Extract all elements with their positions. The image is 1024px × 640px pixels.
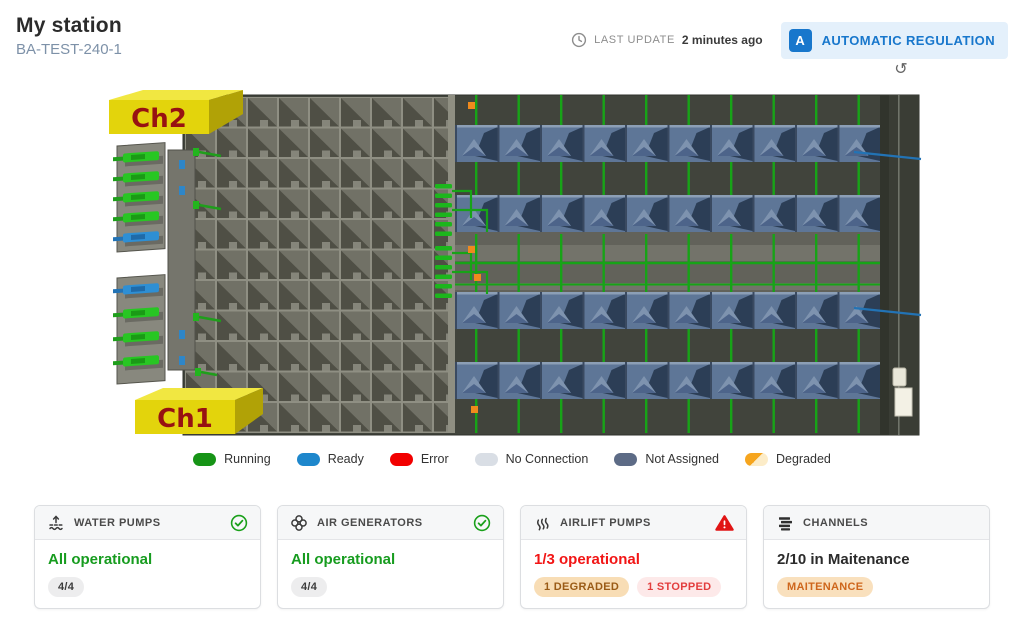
channel-ch1-block: Ch1 — [135, 388, 263, 434]
automatic-regulation-label: AUTOMATIC REGULATION — [821, 32, 995, 48]
degraded-markers — [468, 102, 481, 413]
outlet-area — [853, 95, 922, 435]
ready-swatch — [296, 452, 320, 466]
card-title: AIRLIFT PUMPS — [560, 516, 651, 529]
page-title: My station — [16, 14, 122, 37]
legend-item-no-connection: No Connection — [474, 452, 588, 466]
channel-top-label: Ch2 — [131, 104, 187, 134]
airlift-pump-icon — [533, 514, 551, 532]
status-text: All operational — [48, 551, 153, 568]
divider-wall — [448, 95, 455, 433]
card-title: WATER PUMPS — [74, 516, 161, 529]
warning-triangle-icon — [715, 514, 734, 532]
channels-card[interactable]: CHANNELS 2/10 in Maitenance MAITENANCE — [763, 505, 990, 609]
last-update-label: LAST UPDATE — [594, 34, 675, 46]
count-badge: 4/4 — [291, 577, 328, 597]
status-text: 2/10 in Maitenance — [777, 551, 910, 568]
air-generators-card[interactable]: AIR GENERATORS All operational 4/4 — [277, 505, 504, 609]
card-title: AIR GENERATORS — [317, 516, 423, 529]
clock-icon — [571, 32, 587, 48]
water-pump-icon — [47, 514, 65, 532]
airlift-pumps-card[interactable]: AIRLIFT PUMPS 1/3 operational 1 DEGRADED… — [520, 505, 747, 609]
last-update-value: 2 minutes ago — [681, 33, 763, 47]
degraded-swatch — [744, 452, 768, 466]
channel-bottom-label: Ch1 — [157, 404, 213, 434]
running-swatch — [193, 452, 217, 466]
no-connection-swatch — [474, 452, 498, 466]
degraded-badge: 1 DEGRADED — [534, 577, 630, 597]
status-text: 1/3 operational — [534, 551, 640, 568]
summary-cards: WATER PUMPS All operational 4/4 AIR GENE… — [34, 505, 990, 609]
manifold-top — [435, 184, 489, 236]
water-pumps-card[interactable]: WATER PUMPS All operational 4/4 — [34, 505, 261, 609]
air-generator-icon — [290, 514, 308, 532]
air-pipes — [455, 95, 880, 433]
reset-view-icon[interactable]: ↺ — [890, 58, 912, 80]
legend-item-degraded: Degraded — [744, 452, 831, 466]
legend-item-error: Error — [389, 452, 449, 466]
maintenance-badge: MAITENANCE — [777, 577, 874, 597]
card-title: CHANNELS — [803, 516, 869, 529]
stopped-badge: 1 STOPPED — [637, 577, 722, 597]
not-assigned-swatch — [614, 452, 638, 466]
wall-markers — [179, 148, 222, 377]
status-legend: Running Ready Error No Connection Not As… — [0, 452, 1024, 466]
tank-grid — [185, 97, 455, 433]
pump-panel-top — [113, 142, 166, 253]
channels-icon — [776, 514, 794, 532]
error-swatch — [389, 452, 413, 466]
station-id: BA-TEST-240-1 — [16, 41, 122, 58]
count-badge: 4/4 — [48, 577, 85, 597]
header: My station BA-TEST-240-1 — [16, 14, 122, 58]
station-3d-view[interactable]: Ch2 Ch1 — [97, 88, 927, 440]
pump-panel-bottom — [113, 274, 166, 385]
check-circle-icon — [473, 514, 491, 532]
check-circle-icon — [230, 514, 248, 532]
automatic-regulation-icon: A — [788, 28, 812, 52]
legend-item-running: Running — [193, 452, 271, 466]
channel-ch2-block: Ch2 — [109, 90, 243, 134]
legend-item-ready: Ready — [296, 452, 364, 466]
status-text: All operational — [291, 551, 396, 568]
active-tank-rows — [455, 125, 880, 399]
last-update: LAST UPDATE 2 minutes ago — [571, 32, 763, 48]
automatic-regulation-button[interactable]: A AUTOMATIC REGULATION — [780, 21, 1008, 59]
legend-item-not-assigned: Not Assigned — [614, 452, 719, 466]
